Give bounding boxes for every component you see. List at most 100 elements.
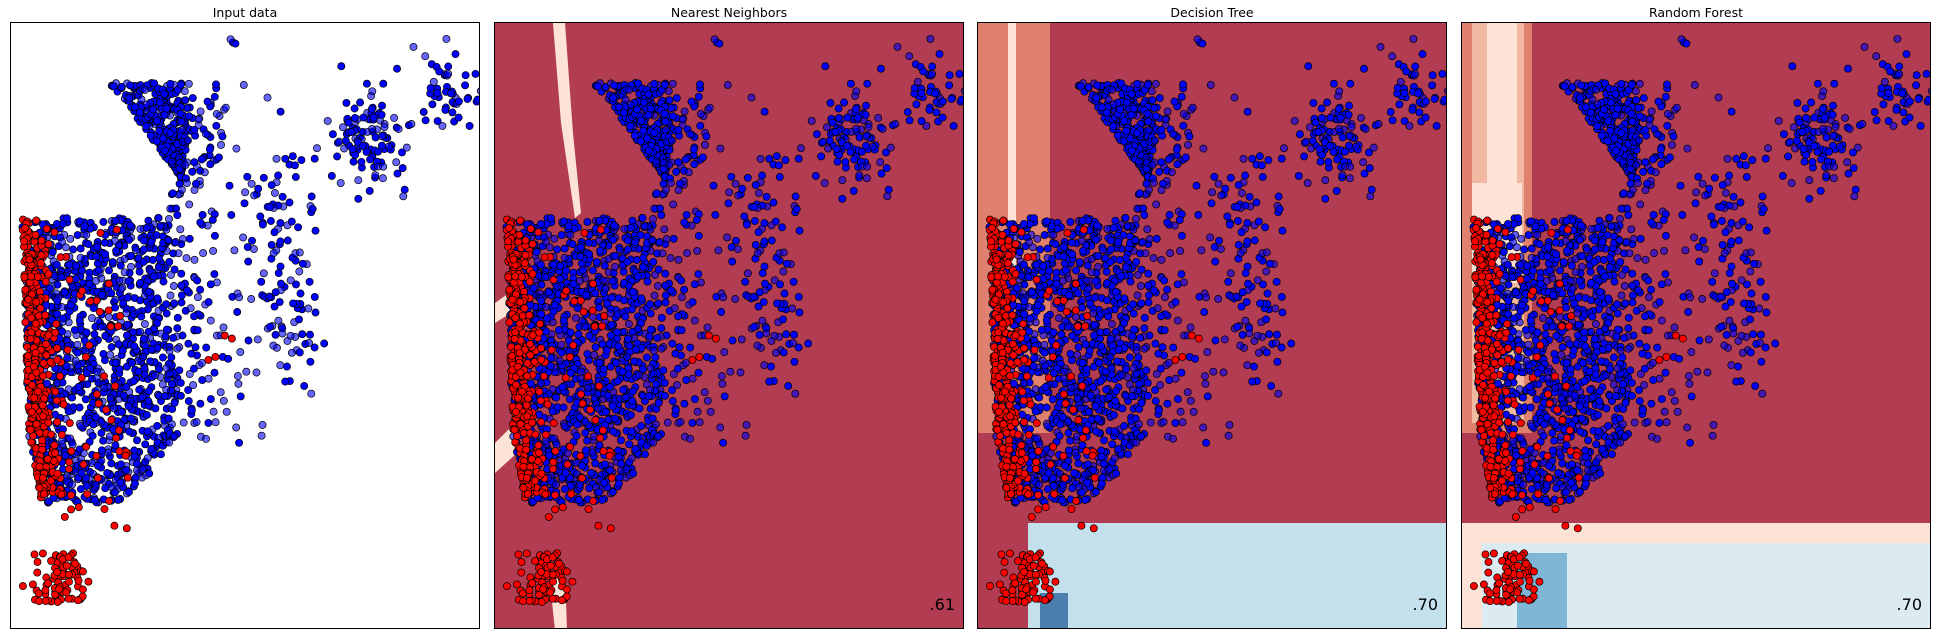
red-point — [79, 460, 88, 469]
blue-point — [160, 90, 169, 98]
blue-point — [770, 331, 779, 340]
blue-point — [761, 279, 769, 288]
red-point — [505, 285, 514, 294]
red-point — [112, 434, 121, 442]
blue-point — [876, 158, 885, 167]
blue-point — [129, 328, 138, 337]
blue-point — [669, 200, 678, 209]
blue-point — [142, 411, 151, 419]
blue-point — [191, 343, 200, 352]
blue-point — [177, 126, 186, 134]
blue-point — [574, 330, 583, 339]
red-point — [96, 229, 105, 237]
blue-point — [278, 192, 287, 201]
red-point — [522, 436, 531, 445]
red-point — [55, 585, 64, 594]
blue-point — [184, 397, 193, 406]
blue-point — [677, 276, 686, 285]
blue-point — [454, 97, 463, 106]
red-point — [42, 351, 51, 360]
blue-point — [276, 361, 285, 370]
blue-point — [658, 249, 667, 258]
blue-point — [336, 179, 345, 188]
red-point — [540, 372, 548, 381]
blue-point — [263, 93, 272, 102]
blue-point — [919, 67, 928, 76]
blue-point — [665, 96, 674, 105]
blue-point — [683, 249, 692, 258]
blue-point — [201, 130, 210, 138]
blue-point — [542, 327, 551, 336]
blue-point — [185, 234, 194, 243]
blue-point — [668, 136, 676, 145]
blue-point — [281, 377, 290, 386]
blue-point — [267, 181, 276, 190]
blue-point — [379, 162, 388, 171]
red-point — [523, 372, 532, 380]
blue-point — [688, 298, 697, 307]
red-point — [30, 550, 39, 559]
blue-point — [669, 370, 678, 379]
blue-point — [168, 380, 176, 389]
blue-point — [357, 157, 366, 166]
blue-point — [616, 459, 625, 468]
blue-point — [134, 367, 143, 376]
blue-point — [804, 339, 813, 348]
blue-point — [551, 301, 559, 310]
blue-point — [236, 348, 245, 357]
blue-point — [154, 214, 163, 222]
red-point — [33, 558, 42, 566]
blue-point — [340, 144, 349, 153]
blue-point — [368, 87, 377, 96]
blue-point — [743, 269, 752, 278]
blue-point — [438, 121, 447, 130]
blue-point — [232, 423, 241, 432]
blue-point — [685, 130, 694, 138]
red-point — [515, 319, 524, 328]
blue-point — [347, 128, 356, 136]
blue-point — [705, 103, 714, 112]
blue-point — [97, 417, 106, 426]
blue-point — [564, 222, 573, 231]
blue-point — [585, 331, 594, 340]
blue-point — [637, 294, 646, 303]
blue-point — [833, 157, 842, 166]
blue-point — [59, 314, 67, 323]
blue-point — [731, 179, 740, 188]
blue-point — [728, 257, 737, 266]
blue-point — [594, 404, 603, 413]
blue-point — [124, 277, 133, 286]
blue-point — [156, 450, 165, 459]
blue-point — [444, 62, 453, 71]
blue-point — [190, 255, 199, 264]
red-point — [521, 251, 530, 260]
blue-point — [626, 223, 635, 232]
blue-point — [578, 266, 587, 275]
blue-point — [377, 132, 386, 141]
blue-point — [680, 107, 689, 116]
red-point — [44, 418, 53, 427]
blue-point — [190, 126, 199, 134]
blue-point — [209, 246, 218, 255]
blue-point — [795, 226, 804, 235]
red-point — [525, 277, 534, 286]
blue-point — [760, 361, 769, 370]
scatter-plot — [18, 34, 479, 606]
blue-point — [652, 157, 661, 166]
blue-point — [727, 172, 736, 181]
blue-point — [75, 217, 84, 226]
blue-point — [428, 100, 437, 109]
blue-point — [639, 365, 647, 374]
red-point — [515, 348, 524, 357]
blue-point — [271, 330, 280, 339]
blue-point — [720, 348, 729, 357]
red-point — [523, 489, 532, 498]
red-point — [36, 304, 45, 313]
blue-point — [547, 354, 556, 363]
blue-point — [557, 231, 566, 240]
blue-point — [716, 144, 725, 153]
panel-nearest-neighbors: Nearest Neighbors .61 — [494, 0, 964, 640]
blue-point — [82, 369, 91, 378]
red-point — [65, 577, 73, 586]
red-point — [50, 441, 59, 450]
